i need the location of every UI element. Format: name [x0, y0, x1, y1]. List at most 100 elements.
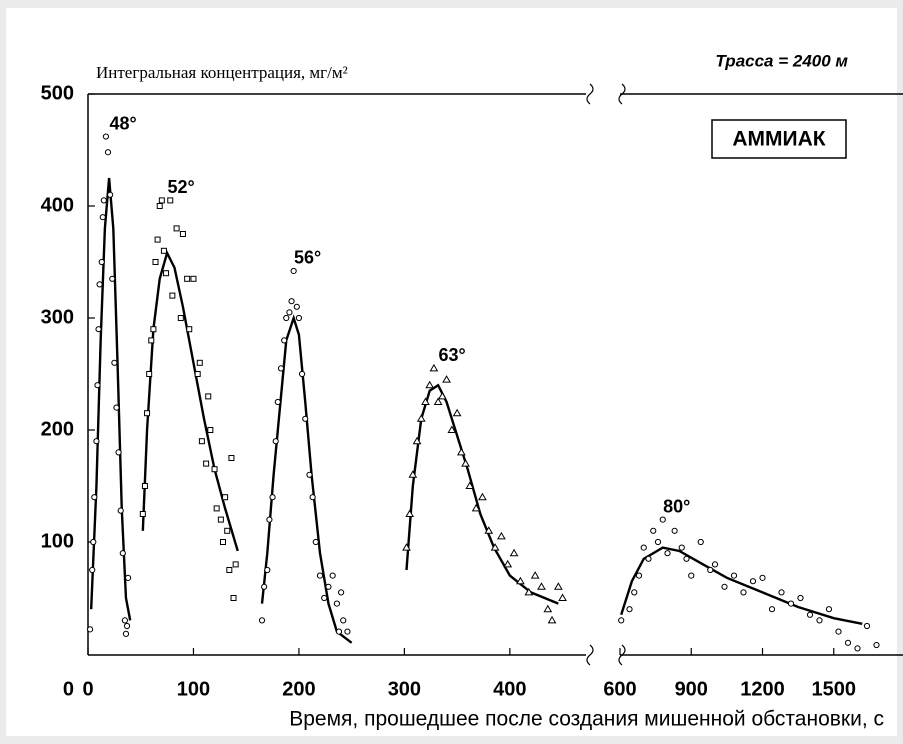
data-point	[107, 191, 114, 198]
data-point	[456, 447, 466, 456]
data-point	[873, 641, 880, 649]
data-point	[835, 628, 842, 635]
data-point	[160, 247, 167, 254]
x-tick-label: 600	[603, 678, 636, 700]
data-point	[306, 471, 313, 478]
data-point	[854, 645, 861, 652]
data-point	[631, 589, 638, 596]
data-point	[402, 543, 411, 551]
data-point	[98, 258, 105, 266]
series-label: 80°	[663, 496, 690, 516]
data-point	[115, 449, 122, 456]
data-point	[329, 572, 336, 579]
data-point	[293, 303, 300, 310]
fit-curve	[620, 546, 863, 625]
data-point	[226, 567, 233, 573]
data-point	[167, 197, 174, 204]
data-point	[484, 526, 494, 534]
data-point	[671, 527, 678, 534]
data-point	[344, 628, 351, 635]
data-point	[412, 436, 422, 445]
data-point	[124, 574, 132, 581]
data-point	[122, 630, 130, 637]
data-point	[283, 314, 290, 322]
data-point	[547, 615, 557, 624]
data-point	[437, 391, 447, 400]
data-point	[119, 550, 126, 557]
data-point	[524, 587, 534, 596]
data-point	[654, 538, 662, 546]
data-point	[207, 427, 214, 433]
data-point	[154, 236, 161, 243]
data-point	[509, 548, 519, 557]
y-tick-label: 500	[41, 82, 74, 104]
data-point	[471, 503, 481, 512]
data-point	[425, 380, 435, 389]
data-point	[111, 359, 118, 366]
data-point	[89, 566, 96, 574]
break-mark	[586, 83, 594, 105]
data-point	[618, 617, 625, 624]
data-point	[194, 371, 201, 377]
data-point	[645, 555, 652, 562]
data-point	[281, 337, 288, 344]
data-point	[173, 225, 180, 232]
data-point	[144, 410, 151, 417]
x-tick-label: 100	[177, 678, 210, 700]
data-point	[90, 538, 97, 546]
data-point	[825, 606, 833, 613]
data-point	[678, 544, 685, 551]
data-point	[442, 375, 451, 383]
data-point	[465, 481, 475, 489]
data-point	[179, 231, 186, 237]
data-point	[258, 617, 266, 624]
data-point	[158, 197, 165, 204]
fit-curve	[141, 249, 239, 552]
data-point	[721, 583, 728, 590]
data-point	[711, 561, 719, 568]
data-point	[452, 408, 462, 417]
data-point	[806, 611, 814, 618]
annotation: АММИАК	[732, 128, 825, 151]
data-point	[224, 527, 231, 534]
data-point	[558, 593, 567, 601]
x-tick-label: 400	[493, 678, 526, 700]
data-point	[298, 370, 306, 378]
label-box	[711, 119, 847, 159]
data-point	[123, 622, 131, 630]
data-point	[95, 326, 102, 333]
data-point	[626, 606, 633, 613]
data-point	[117, 507, 124, 514]
y-tick-label: 400	[41, 194, 74, 216]
data-point	[730, 572, 738, 579]
x-tick-label: 200	[282, 678, 315, 700]
data-point	[340, 617, 347, 624]
data-point	[759, 574, 766, 581]
data-point	[530, 571, 540, 579]
data-point	[490, 543, 500, 551]
x-tick-label: 1200	[740, 678, 785, 700]
data-point	[537, 582, 546, 590]
data-point	[321, 594, 328, 602]
data-point	[156, 203, 163, 209]
data-point	[121, 617, 129, 624]
data-point	[102, 133, 110, 140]
data-point	[768, 606, 776, 613]
data-point	[290, 267, 297, 275]
data-point	[113, 404, 120, 411]
data-point	[196, 359, 203, 366]
data-point	[338, 589, 345, 596]
series-label: 52°	[167, 177, 194, 197]
data-point	[141, 483, 148, 489]
data-point	[740, 589, 747, 596]
data-point	[264, 566, 271, 574]
data-point	[232, 561, 239, 568]
data-point	[184, 275, 191, 282]
data-point	[333, 600, 340, 607]
data-point	[148, 337, 155, 344]
data-point	[109, 275, 116, 282]
data-point	[688, 572, 695, 579]
data-point	[640, 544, 647, 551]
data-point	[778, 589, 785, 596]
data-point	[516, 576, 525, 585]
